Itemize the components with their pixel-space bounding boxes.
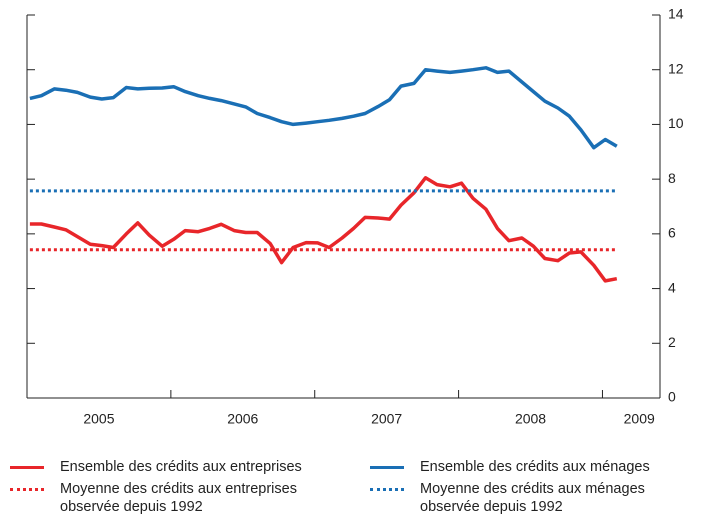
y-tick-label: 8	[668, 170, 676, 186]
y-tick-label: 12	[668, 60, 684, 76]
legend-swatch	[370, 488, 404, 491]
legend-label: Ensemble des crédits aux ménages	[420, 459, 650, 475]
legend-label: Ensemble des crédits aux entreprises	[60, 459, 302, 475]
legend-swatch	[10, 488, 44, 491]
x-tick-label: 2008	[515, 411, 546, 427]
y-tick-label: 14	[668, 6, 684, 22]
legend-label: Moyenne des crédits aux ménages observée…	[420, 481, 645, 515]
y-tick-label: 4	[668, 279, 676, 295]
legend-swatch	[10, 466, 44, 469]
legend-label: Moyenne des crédits aux entreprises obse…	[60, 481, 297, 515]
x-tick-label: 2005	[83, 411, 114, 427]
y-tick-label: 0	[668, 389, 676, 405]
x-tick-label: 2006	[227, 411, 258, 427]
legend-swatch	[370, 466, 404, 469]
y-tick-label: 6	[668, 225, 676, 241]
chart: 0 2 4 6 8 10 12 14 2005 2006 2007 2008 2009	[26, 6, 684, 427]
x-tick-label: 2007	[371, 411, 402, 427]
y-tick-label: 10	[668, 115, 684, 131]
legend: Ensemble des crédits aux entreprises Ense…	[0, 440, 707, 519]
x-tick-label: 2009	[624, 411, 655, 427]
series-line	[29, 176, 618, 283]
series-line	[29, 66, 618, 150]
y-tick-label: 2	[668, 334, 676, 350]
